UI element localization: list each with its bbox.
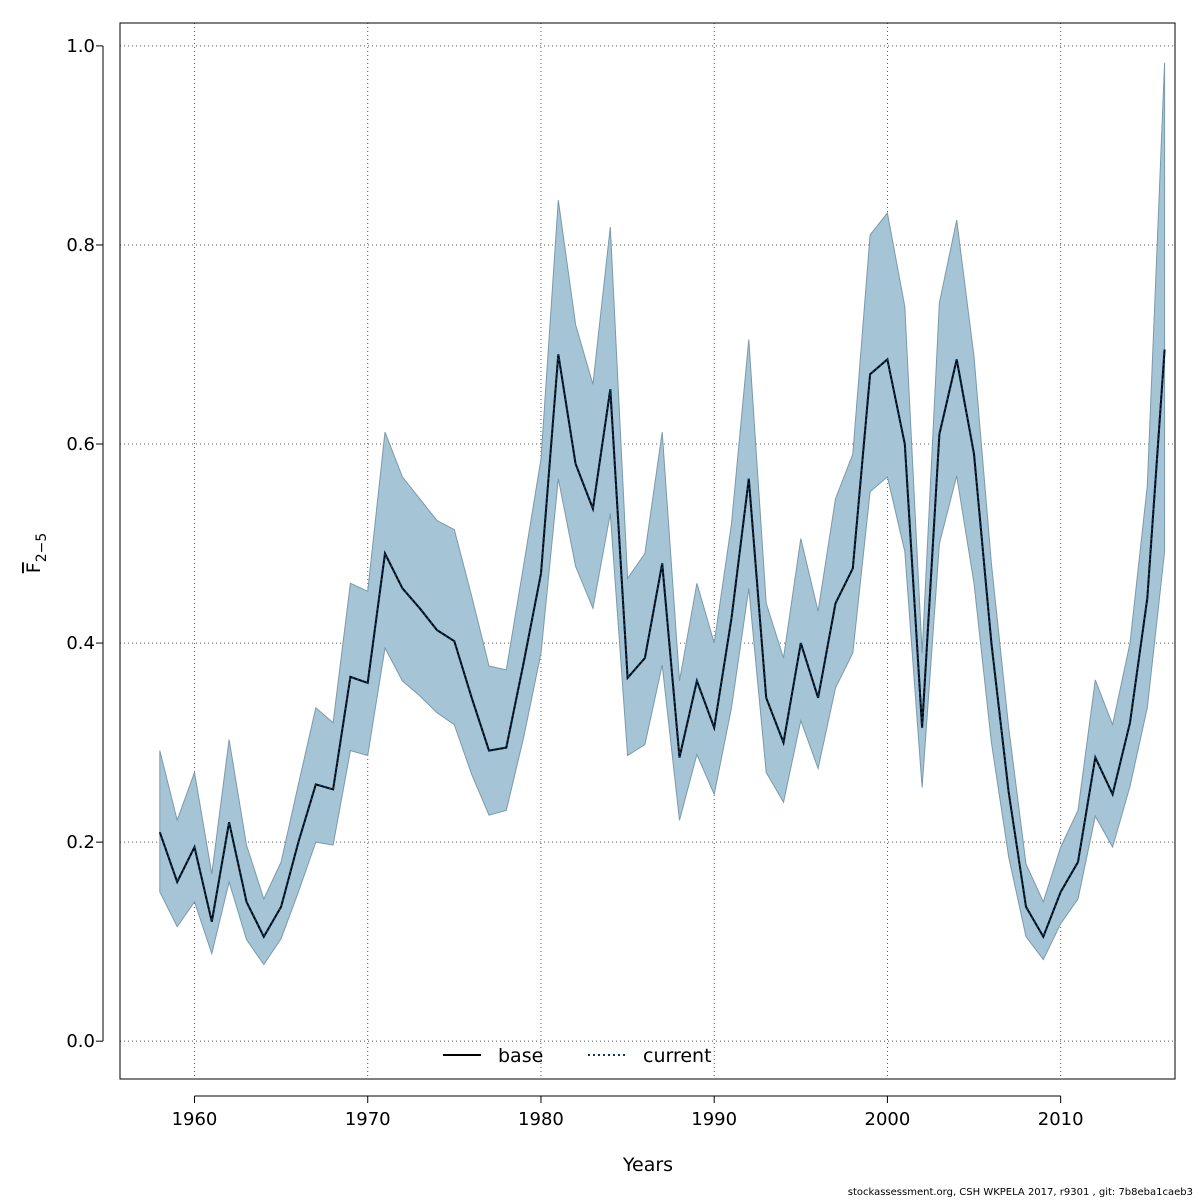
y-axis-title: F2−5	[23, 533, 50, 573]
y-axis-title-subscript: 2−5	[34, 533, 50, 563]
legend-label-base: base	[498, 1045, 543, 1067]
x-axis-title: Years	[622, 1154, 673, 1176]
footer-credit: stockassessment.org, CSH WKPELA 2017, r9…	[847, 1187, 1193, 1198]
x-tick-label: 2000	[865, 1109, 911, 1130]
x-tick-label: 1960	[172, 1109, 218, 1130]
x-tick-label: 1970	[345, 1109, 391, 1130]
y-axis: 0.0 0.2 0.4 0.6 0.8 1.0	[66, 36, 104, 1052]
y-tick-label: 0.6	[66, 434, 95, 455]
y-axis-title-base: F	[23, 562, 45, 573]
x-tick-label: 2010	[1038, 1109, 1084, 1130]
legend: base current	[443, 1045, 712, 1067]
y-tick-label: 0.4	[66, 633, 95, 654]
y-tick-label: 1.0	[66, 36, 95, 57]
x-tick-label: 1980	[518, 1109, 564, 1130]
x-axis: 1960 1970 1980 1990 2000 2010	[172, 1095, 1084, 1130]
y-tick-label: 0.0	[66, 1031, 95, 1052]
plot-border	[119, 22, 1176, 1080]
y-tick-label: 0.8	[66, 235, 95, 256]
legend-label-current: current	[643, 1045, 712, 1067]
series-line-current	[158, 349, 1166, 940]
confidence-band	[159, 62, 1166, 966]
svg-text:F2−5: F2−5	[23, 533, 50, 573]
x-tick-label: 1990	[691, 1109, 737, 1130]
y-tick-label: 0.2	[66, 832, 95, 853]
